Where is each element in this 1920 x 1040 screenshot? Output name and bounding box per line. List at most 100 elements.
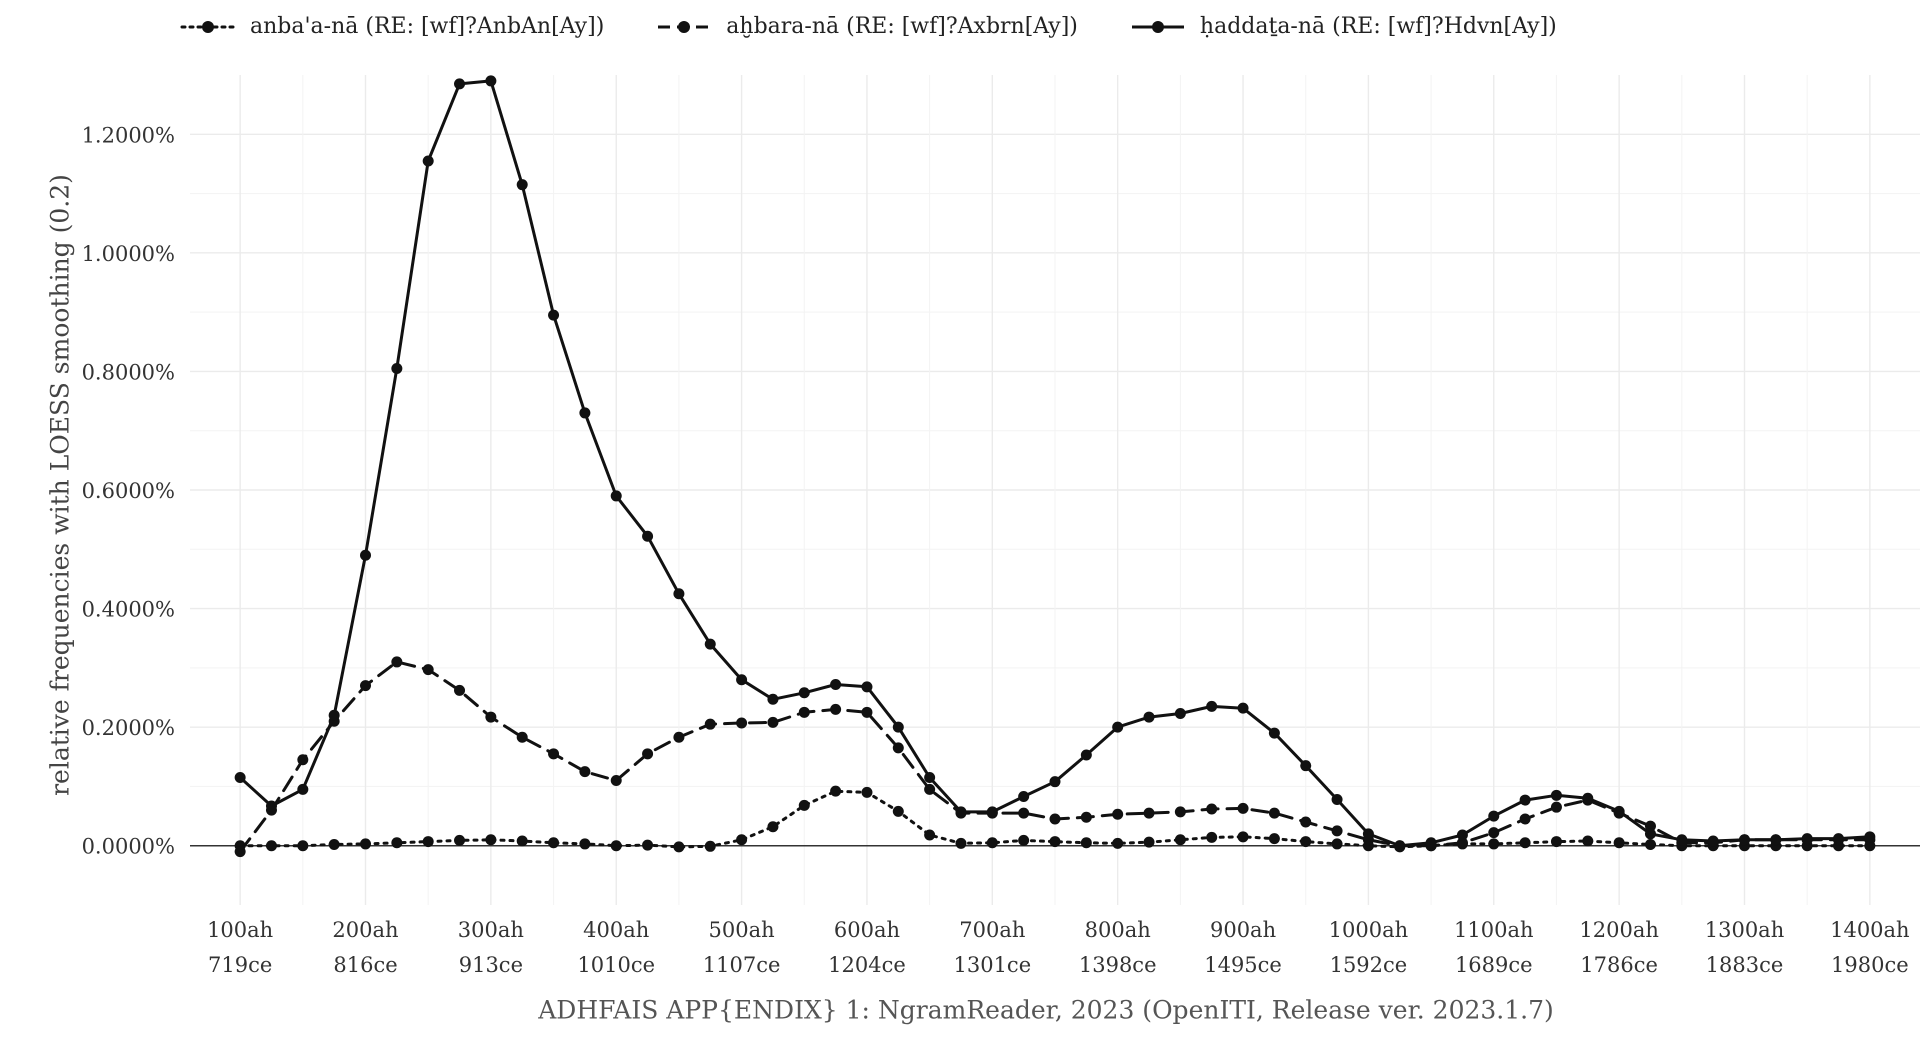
data-point-dotted bbox=[955, 837, 967, 849]
y-tick-label: 0.8000% bbox=[82, 360, 175, 384]
x-tick-label-ah: 1000ah bbox=[1329, 918, 1409, 942]
data-point-dashed bbox=[1268, 807, 1280, 819]
data-point-dashed bbox=[1049, 813, 1061, 825]
data-point-dashed bbox=[1237, 802, 1249, 814]
legend-item-anbaa: anba'a-nā (RE: [wf]?AnbAn[Ay]) bbox=[180, 14, 604, 39]
x-tick-label-ah: 1300ah bbox=[1705, 918, 1785, 942]
data-point-dashed bbox=[1112, 808, 1124, 820]
series-layer bbox=[234, 75, 1876, 858]
data-point-dashed bbox=[297, 754, 309, 766]
data-point-dotted bbox=[1018, 834, 1030, 846]
data-point-dashed bbox=[422, 664, 434, 676]
data-point-solid bbox=[516, 179, 528, 191]
data-point-solid bbox=[1300, 760, 1312, 772]
data-point-dotted bbox=[642, 839, 654, 851]
x-tick-label-ce: 816ce bbox=[333, 953, 397, 977]
data-point-dotted bbox=[610, 840, 622, 852]
x-tick-label-ah: 600ah bbox=[834, 918, 900, 942]
data-point-solid bbox=[1018, 791, 1030, 803]
data-point-solid bbox=[422, 155, 434, 167]
data-point-dotted bbox=[360, 838, 372, 850]
data-point-dotted bbox=[485, 834, 497, 846]
data-point-solid bbox=[548, 309, 560, 321]
data-point-solid bbox=[1864, 831, 1876, 843]
data-point-dashed bbox=[924, 783, 936, 795]
data-point-dashed bbox=[1644, 820, 1656, 832]
x-tick-label-ce: 1398ce bbox=[1079, 953, 1157, 977]
data-point-solid bbox=[1488, 810, 1500, 822]
x-tick-label-ce: 913ce bbox=[459, 953, 523, 977]
y-tick-label: 0.4000% bbox=[82, 598, 175, 622]
chart-caption: ADHFAIS APP{ENDIX} 1: NgramReader, 2023 … bbox=[538, 995, 1554, 1025]
data-point-solid bbox=[328, 709, 340, 721]
data-point-solid bbox=[610, 490, 622, 502]
data-point-dashed bbox=[1206, 803, 1218, 815]
data-point-solid bbox=[360, 549, 372, 561]
data-point-dotted bbox=[1331, 838, 1343, 850]
data-point-solid bbox=[1833, 833, 1845, 845]
data-point-solid bbox=[767, 693, 779, 705]
data-point-dashed bbox=[234, 846, 246, 858]
data-point-dashed bbox=[861, 706, 873, 718]
data-point-solid bbox=[1049, 776, 1061, 788]
data-point-solid bbox=[234, 772, 246, 784]
data-point-dotted bbox=[798, 799, 810, 811]
data-point-dotted bbox=[1049, 836, 1061, 848]
x-tick-label-ah: 800ah bbox=[1085, 918, 1151, 942]
data-point-dotted bbox=[297, 840, 309, 852]
data-point-dashed bbox=[642, 748, 654, 760]
data-point-dashed bbox=[454, 684, 466, 696]
data-point-solid bbox=[1362, 828, 1374, 840]
data-point-dashed bbox=[798, 706, 810, 718]
data-point-dotted bbox=[1582, 835, 1594, 847]
x-tick-label-ce: 1495ce bbox=[1204, 953, 1282, 977]
data-point-solid bbox=[830, 678, 842, 690]
data-point-solid bbox=[485, 75, 497, 87]
data-point-solid bbox=[1644, 828, 1656, 840]
x-tick-label-ah: 700ah bbox=[959, 918, 1025, 942]
data-point-dotted bbox=[1112, 837, 1124, 849]
data-point-dashed bbox=[1018, 807, 1030, 819]
legend-item-akhbara: aḫbara-nā (RE: [wf]?Axbrn[Ay]) bbox=[656, 14, 1078, 39]
y-axis-label: relative frequencies with LOESS smoothin… bbox=[45, 174, 75, 796]
data-point-dashed bbox=[1456, 837, 1468, 849]
legend-key-solid-icon bbox=[1131, 20, 1184, 33]
legend-item-haddatha: ḥaddaṯa-nā (RE: [wf]?Hdvn[Ay]) bbox=[1130, 14, 1557, 39]
data-point-dashed bbox=[736, 717, 748, 729]
data-point-solid bbox=[1550, 789, 1562, 801]
data-point-dashed bbox=[610, 775, 622, 786]
data-point-dotted bbox=[673, 841, 685, 853]
data-point-dotted bbox=[1143, 836, 1155, 848]
data-point-solid bbox=[673, 588, 685, 600]
x-tick-label-ah: 200ah bbox=[332, 918, 398, 942]
data-point-solid bbox=[1676, 834, 1688, 846]
data-point-dashed bbox=[485, 711, 497, 723]
data-point-dotted bbox=[861, 786, 873, 798]
x-tick-label-ah: 100ah bbox=[207, 918, 273, 942]
data-point-dashed bbox=[360, 680, 372, 692]
data-point-solid bbox=[642, 530, 654, 542]
data-point-dashed bbox=[830, 703, 842, 715]
data-point-solid bbox=[391, 362, 403, 374]
data-point-dotted bbox=[1206, 831, 1218, 843]
y-tick-label: 0.6000% bbox=[82, 479, 175, 503]
data-point-solid bbox=[736, 674, 748, 686]
data-point-solid bbox=[1331, 793, 1343, 805]
data-point-dashed bbox=[1519, 813, 1531, 825]
data-point-solid bbox=[1770, 834, 1782, 846]
data-point-dotted bbox=[1237, 831, 1249, 843]
x-tick-label-ah: 1100ah bbox=[1454, 918, 1534, 942]
y-tick-label: 1.0000% bbox=[82, 242, 175, 266]
data-point-dashed bbox=[673, 731, 685, 743]
data-point-dashed bbox=[1300, 816, 1312, 828]
legend-label-haddatha: ḥaddaṯa-nā (RE: [wf]?Hdvn[Ay]) bbox=[1199, 14, 1557, 39]
data-point-dashed bbox=[1550, 801, 1562, 813]
data-point-solid bbox=[1582, 792, 1594, 804]
data-point-dotted bbox=[704, 840, 716, 852]
data-point-solid bbox=[1456, 829, 1468, 841]
x-tick-label-ce: 1204ce bbox=[828, 953, 906, 977]
data-point-dotted bbox=[1519, 837, 1531, 849]
data-point-solid bbox=[1206, 700, 1218, 712]
x-tick-label-ah: 500ah bbox=[709, 918, 775, 942]
x-tick-label-ce: 719ce bbox=[208, 953, 272, 977]
